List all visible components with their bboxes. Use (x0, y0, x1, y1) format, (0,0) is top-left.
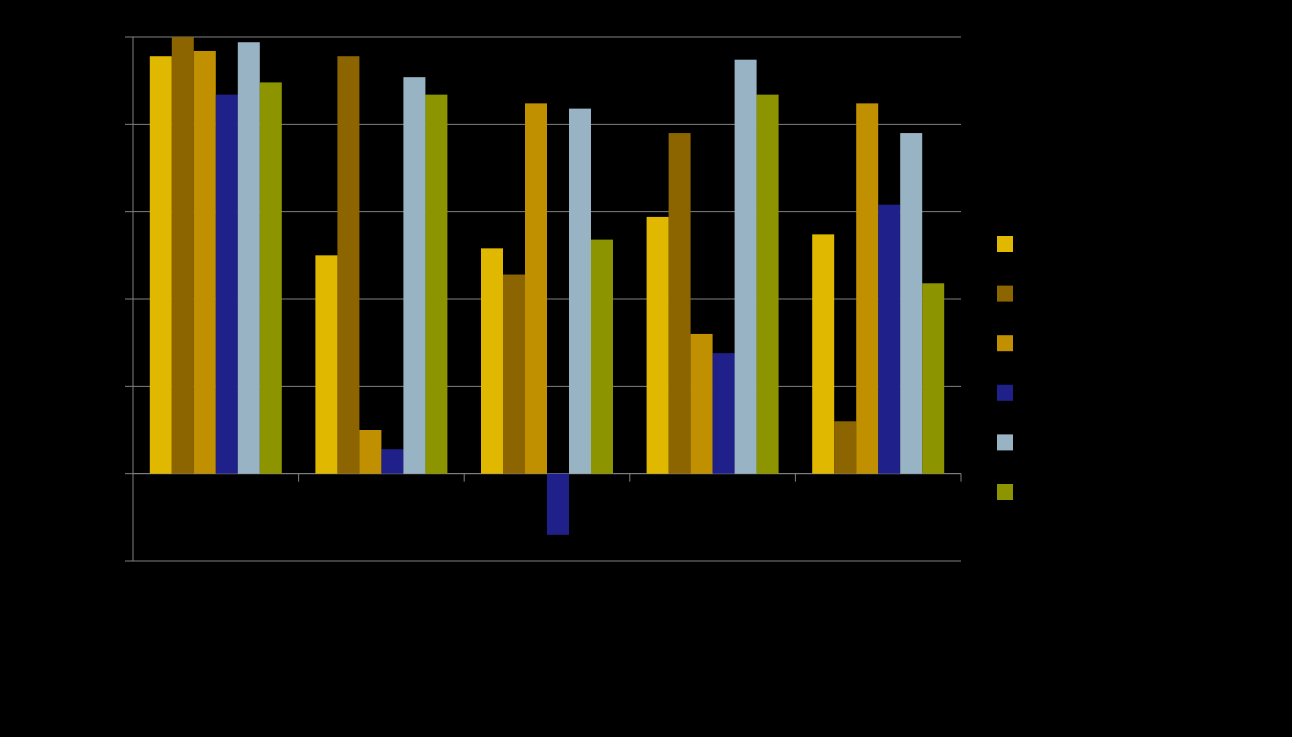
bar (690, 333, 713, 474)
bar (171, 37, 194, 474)
y-tick-label: 250 (98, 28, 122, 44)
y-tick-label: -50 (101, 552, 121, 568)
legend-swatch (997, 434, 1013, 451)
bar (259, 82, 282, 474)
bar (900, 133, 923, 474)
y-tick-label: 200 (98, 115, 122, 131)
y-tick-label: 100 (98, 290, 122, 306)
legend-swatch (997, 335, 1013, 352)
bar (646, 216, 669, 474)
bar (503, 274, 525, 474)
bar (315, 255, 338, 474)
bar (922, 283, 945, 474)
bar (756, 94, 779, 474)
legend-swatch (997, 236, 1013, 252)
bar (569, 108, 591, 474)
bar (712, 353, 735, 474)
bar (381, 449, 404, 474)
bar (856, 103, 879, 474)
bar (193, 50, 216, 474)
bar (237, 42, 260, 474)
bar (668, 133, 691, 474)
bar (215, 94, 238, 474)
legend-swatch (997, 285, 1013, 302)
bar (834, 421, 857, 474)
bar (403, 77, 426, 474)
legend-swatch (997, 484, 1013, 500)
bar (878, 204, 901, 474)
bar (359, 430, 382, 474)
y-tick-label: 150 (98, 202, 122, 218)
y-tick-label: 0 (113, 464, 121, 480)
bar (734, 59, 757, 474)
bar (149, 56, 172, 474)
y-tick-label: 50 (105, 377, 121, 393)
bar (425, 94, 448, 474)
bar (337, 56, 360, 474)
bar (812, 234, 835, 474)
bar (525, 103, 547, 474)
bar (591, 239, 613, 474)
bar (547, 473, 569, 535)
legend-swatch (997, 384, 1013, 401)
bar (481, 248, 503, 474)
